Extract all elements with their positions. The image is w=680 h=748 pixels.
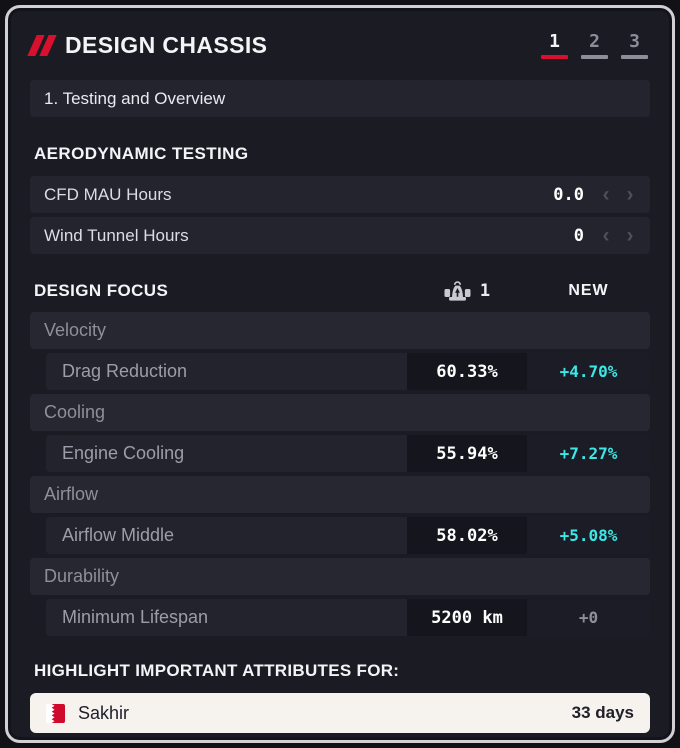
category-row-airflow[interactable]: Airflow [30,476,650,513]
car-front-icon [444,281,471,301]
category-row-velocity[interactable]: Velocity [30,312,650,349]
design-chassis-panel: DESIGN CHASSIS 1 2 3 1. Testing and Over… [5,5,675,743]
attribute-value: 60.33% [407,353,527,390]
panel-header: DESIGN CHASSIS 1 2 3 [27,31,648,59]
wind-tunnel-hours-row: Wind Tunnel Hours 0 ‹ › [30,217,650,254]
wind-tunnel-hours-value: 0 [573,225,584,246]
category-row-cooling[interactable]: Cooling [30,394,650,431]
attribute-row-drag-reduction[interactable]: Drag Reduction 60.33% +4.70% [46,353,650,390]
tab-underline [541,55,568,59]
tab-page-3[interactable]: 3 [621,31,648,59]
wind-tunnel-hours-label: Wind Tunnel Hours [44,225,189,245]
attribute-value: 55.94% [407,435,527,472]
attribute-value: 5200 km [407,599,527,636]
track-days-remaining: 33 days [571,703,634,722]
tab-underline [581,55,608,59]
tab-page-1[interactable]: 1 [541,31,568,59]
section-selector[interactable]: 1. Testing and Overview [30,80,650,117]
attribute-row-airflow-middle[interactable]: Airflow Middle 58.02% +5.08% [46,517,650,554]
attribute-delta: +5.08% [527,517,650,554]
attribute-delta: +7.27% [527,435,650,472]
tab-underline [621,55,648,59]
aero-testing-heading: AERODYNAMIC TESTING [34,144,249,163]
track-selector[interactable]: Sakhir 33 days [30,693,650,733]
cfd-mau-hours-label: CFD MAU Hours [44,184,172,204]
page-tabs: 1 2 3 [541,31,648,59]
car-count-column-header: 1 [407,280,527,302]
track-name: Sakhir [78,702,130,723]
attribute-value: 58.02% [407,517,527,554]
cfd-mau-hours-value: 0.0 [553,184,584,205]
attribute-delta: +0 [527,599,650,636]
tab-page-2[interactable]: 2 [581,31,608,59]
section-selector-label: 1. Testing and Overview [44,88,226,108]
wind-tunnel-decrease-icon[interactable]: ‹ [594,225,618,246]
attribute-row-minimum-lifespan[interactable]: Minimum Lifespan 5200 km +0 [46,599,650,636]
car-count: 1 [479,281,491,301]
page-title: DESIGN CHASSIS [65,31,268,58]
attribute-row-engine-cooling[interactable]: Engine Cooling 55.94% +7.27% [46,435,650,472]
design-focus-heading: DESIGN FOCUS [34,281,169,300]
attribute-delta: +4.70% [527,353,650,390]
double-slash-icon [27,34,57,56]
highlight-heading: HIGHLIGHT IMPORTANT ATTRIBUTES FOR: [34,661,400,680]
category-row-durability[interactable]: Durability [30,558,650,595]
cfd-increase-icon[interactable]: › [618,184,642,205]
wind-tunnel-increase-icon[interactable]: › [618,225,642,246]
cfd-mau-hours-row: CFD MAU Hours 0.0 ‹ › [30,176,650,213]
bahrain-flag-icon [46,703,65,723]
design-focus-header: DESIGN FOCUS 1 NEW [30,280,650,302]
cfd-decrease-icon[interactable]: ‹ [594,184,618,205]
new-column-header: NEW [568,282,609,299]
